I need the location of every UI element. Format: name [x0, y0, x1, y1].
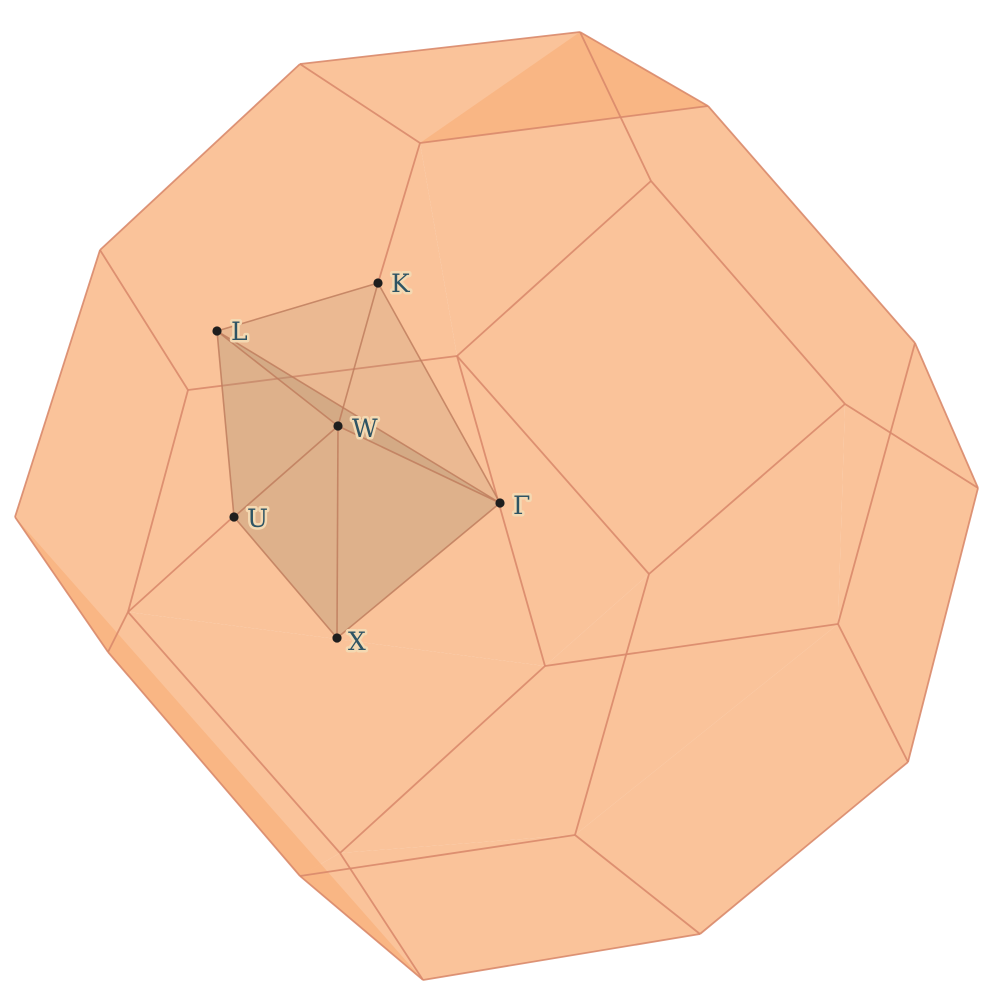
point-u: U [229, 502, 271, 536]
zone-edge [707, 105, 916, 344]
zone-edge [419, 105, 709, 144]
point-marker [212, 326, 222, 336]
zone-face [15, 250, 188, 652]
zone-edge [14, 516, 109, 653]
zone-edge [107, 651, 301, 877]
zone-edge [456, 355, 650, 575]
zone-edge [844, 403, 979, 489]
zone-edge [579, 31, 709, 107]
zone-edge [127, 389, 189, 613]
zone-edge [544, 623, 839, 667]
zone-edge [456, 355, 546, 667]
wedge-edge [216, 330, 501, 504]
wedge-face [217, 283, 378, 426]
point-marker [332, 633, 342, 643]
point-marker [495, 498, 505, 508]
zone-edge [648, 403, 846, 575]
point-marker [333, 421, 343, 431]
zone-edge [127, 516, 234, 613]
zone-face [100, 64, 457, 390]
zone-face [128, 612, 545, 853]
wedge-edge [336, 425, 339, 639]
zone-edge [99, 63, 301, 251]
point-marker [373, 278, 383, 288]
wedge-edge [216, 330, 235, 518]
zone-edge [837, 623, 909, 763]
wedge-edge [337, 282, 379, 427]
zone-edge [574, 834, 701, 935]
zone-edge [99, 249, 189, 391]
wedge-edge [377, 282, 501, 504]
point-label: X [348, 627, 366, 656]
zone-edge [187, 355, 458, 391]
wedge-edge [216, 282, 379, 332]
zone-edge [14, 249, 101, 518]
zone-edge [650, 180, 846, 405]
wedge-face [234, 426, 338, 638]
zone-edge [914, 342, 979, 489]
point-k: K [373, 267, 414, 301]
zone-face [580, 32, 978, 488]
point-l: L [212, 315, 250, 349]
zone-edge [127, 611, 341, 854]
zone-edge [107, 611, 129, 653]
zone-edge [579, 31, 652, 182]
wedge-edge [336, 502, 501, 639]
zone-edge [456, 180, 652, 357]
zone-face [128, 356, 649, 666]
zone-edge [339, 665, 546, 854]
irreducible-wedge [216, 282, 501, 639]
point-label: K [391, 269, 411, 298]
point-label: U [247, 504, 268, 533]
zone-face [340, 404, 845, 853]
wedge-edge [233, 425, 339, 518]
zone-edge [574, 573, 650, 836]
wedge-face [338, 283, 500, 503]
wedge-face [217, 331, 338, 517]
wedge-edge [216, 330, 339, 427]
zone-face [575, 624, 908, 934]
high-symmetry-points: K L W Γ U X [212, 267, 533, 659]
point-marker [229, 512, 239, 522]
zone-face [457, 181, 845, 574]
zone-edge [422, 933, 701, 981]
wedge-edge [337, 425, 501, 504]
zone-edge [699, 761, 909, 935]
zone-face [420, 32, 651, 356]
point-gamma: Γ [495, 489, 533, 523]
point-w: W [333, 412, 381, 446]
zone-edge [299, 834, 576, 877]
point-label: W [352, 414, 378, 443]
zone-edge [299, 875, 424, 981]
zone-edge [339, 852, 424, 981]
wedge-edge [233, 516, 338, 639]
zone-edge [907, 487, 979, 763]
wedge-face [337, 426, 500, 638]
zone-face [108, 612, 340, 876]
zone-edge [299, 63, 421, 144]
zone-edge [837, 342, 916, 625]
point-label: L [231, 317, 248, 346]
point-label: Γ [513, 491, 530, 520]
zone-edge [377, 142, 421, 284]
point-x: X [332, 625, 369, 659]
zone-edge [299, 31, 581, 65]
truncated-octahedron-edges [14, 31, 979, 981]
